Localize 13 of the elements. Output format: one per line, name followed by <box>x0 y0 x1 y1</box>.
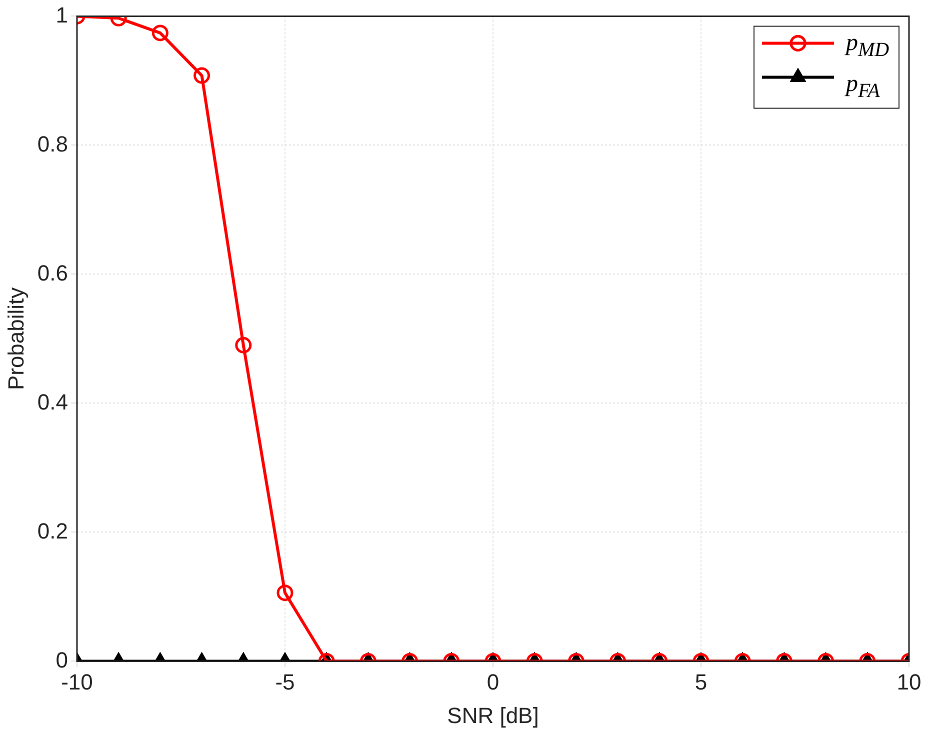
y-tick-label: 0.2 <box>37 518 68 544</box>
legend-label: p$_{FA}$ <box>844 70 881 104</box>
y-axis-title: Probability <box>3 287 28 390</box>
y-tick-label: 0.8 <box>37 131 68 156</box>
y-tick-label: 0.4 <box>37 389 68 414</box>
legend-label: p$_{MD}$ <box>844 29 890 63</box>
y-tick-label: 0.6 <box>37 260 68 286</box>
y-tick-label: 1 <box>56 2 68 28</box>
x-tick-label: 5 <box>694 669 708 694</box>
x-tick-label: 0 <box>486 669 500 694</box>
x-tick-label: 10 <box>896 669 922 694</box>
x-axis-title: SNR [dB] <box>447 702 539 728</box>
x-tick-label: -5 <box>275 669 295 694</box>
